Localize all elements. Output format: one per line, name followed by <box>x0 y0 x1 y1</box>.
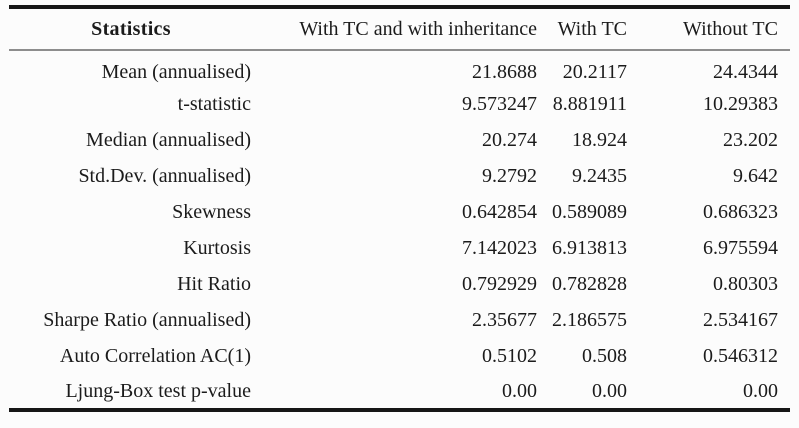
cell-value: 9.2435 <box>572 164 627 187</box>
cell-value: 0.80303 <box>713 272 778 295</box>
column-header-with-tc: With TC <box>537 7 627 51</box>
cell-value: 0.782828 <box>552 272 627 295</box>
row-label: Ljung-Box test p-value <box>65 379 251 402</box>
cell-value: 20.274 <box>482 128 537 151</box>
cell-value: 2.186575 <box>552 308 627 331</box>
cell-value: 20.2117 <box>562 61 627 83</box>
table-row: Ljung-Box test p-value 0.00 0.00 0.00 <box>9 374 790 410</box>
table-row: Mean (annualised) 21.8688 20.2117 24.434… <box>9 50 790 86</box>
row-label: Mean (annualised) <box>101 61 251 83</box>
cell-value: 21.8688 <box>472 61 537 83</box>
cell-value: 9.573247 <box>462 92 537 115</box>
cell-value: 0.642854 <box>462 200 537 223</box>
statistics-table: Statistics With TC and with inheritance … <box>9 5 790 412</box>
cell-value: 10.29383 <box>703 92 778 115</box>
cell-value: 0.686323 <box>703 200 778 223</box>
cell-value: 0.792929 <box>462 272 537 295</box>
cell-value: 0.589089 <box>552 200 627 223</box>
row-label: Hit Ratio <box>177 272 251 295</box>
table-row: t-statistic 9.573247 8.881911 10.29383 <box>9 86 790 122</box>
cell-value: 24.4344 <box>713 61 778 83</box>
cell-value: 0.546312 <box>703 344 778 367</box>
row-label: Skewness <box>172 200 251 223</box>
table-row: Sharpe Ratio (annualised) 2.35677 2.1865… <box>9 302 790 338</box>
cell-value: 9.642 <box>733 164 778 187</box>
table-body: Mean (annualised) 21.8688 20.2117 24.434… <box>9 50 790 410</box>
cell-value: 23.202 <box>723 128 778 151</box>
row-label: Sharpe Ratio (annualised) <box>43 308 251 331</box>
row-label: Median (annualised) <box>86 128 251 151</box>
cell-value: 0.508 <box>582 344 627 367</box>
table-row: Kurtosis 7.142023 6.913813 6.975594 <box>9 230 790 266</box>
cell-value: 9.2792 <box>482 164 537 187</box>
cell-value: 0.00 <box>592 379 627 402</box>
cell-value: 0.5102 <box>482 344 537 367</box>
row-label: Std.Dev. (annualised) <box>78 164 251 187</box>
column-header-without-tc: Without TC <box>627 7 790 51</box>
cell-value: 7.142023 <box>462 236 537 259</box>
cell-value: 2.35677 <box>472 308 537 331</box>
cell-value: 0.00 <box>743 379 778 402</box>
table-row: Skewness 0.642854 0.589089 0.686323 <box>9 194 790 230</box>
column-header-statistics: Statistics <box>9 7 253 51</box>
cell-value: 0.00 <box>502 379 537 402</box>
table-row: Median (annualised) 20.274 18.924 23.202 <box>9 122 790 158</box>
table-row: Auto Correlation AC(1) 0.5102 0.508 0.54… <box>9 338 790 374</box>
cell-value: 6.975594 <box>703 236 778 259</box>
table-header: Statistics With TC and with inheritance … <box>9 7 790 51</box>
row-label: Auto Correlation AC(1) <box>59 344 251 367</box>
cell-value: 2.534167 <box>703 308 778 331</box>
column-header-with-tc-inheritance: With TC and with inheritance <box>253 7 537 51</box>
cell-value: 18.924 <box>572 128 627 151</box>
table-row: Std.Dev. (annualised) 9.2792 9.2435 9.64… <box>9 158 790 194</box>
cell-value: 6.913813 <box>552 236 627 259</box>
cell-value: 8.881911 <box>552 92 627 115</box>
row-label: t-statistic <box>177 92 251 115</box>
header-row: Statistics With TC and with inheritance … <box>9 7 790 51</box>
table-row: Hit Ratio 0.792929 0.782828 0.80303 <box>9 266 790 302</box>
row-label: Kurtosis <box>183 236 251 259</box>
